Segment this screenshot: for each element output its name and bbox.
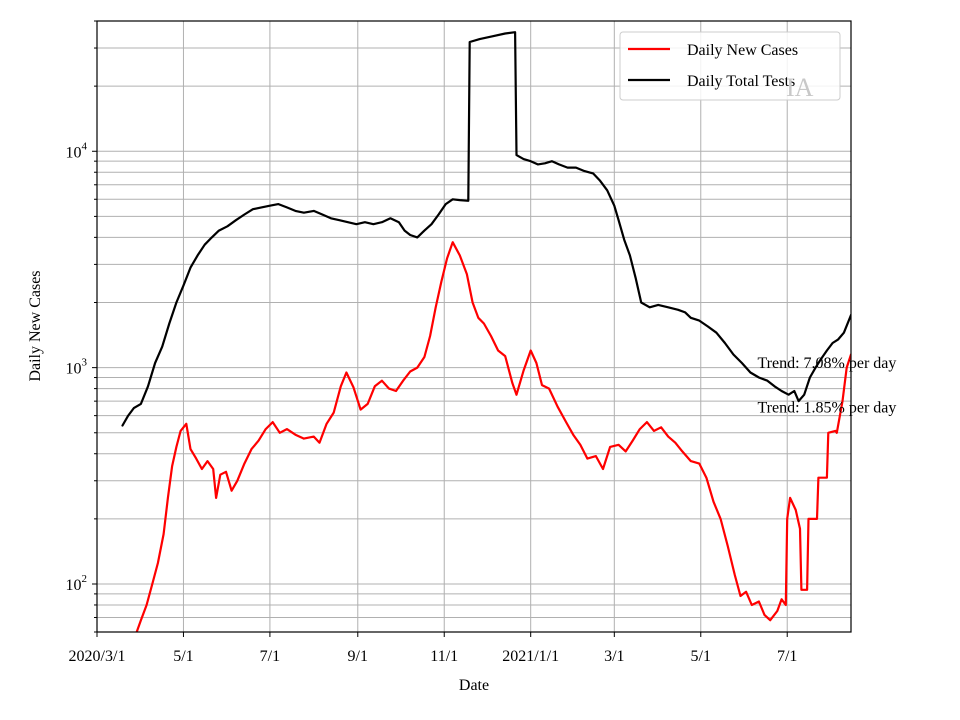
series-line-daily-total-tests bbox=[121, 31, 851, 427]
x-axis-label: Date bbox=[459, 677, 489, 694]
x-tick-label: 2021/1/1 bbox=[502, 648, 559, 665]
series-layer bbox=[121, 31, 851, 632]
plot-frame bbox=[96, 20, 852, 633]
trend-annotation: Trend: 7.08% per day bbox=[757, 355, 896, 372]
x-tick-label: 7/1 bbox=[777, 648, 797, 665]
x-tick-label: 11/1 bbox=[430, 648, 458, 665]
annotation-layer: Trend: 7.08% per day Trend: 1.85% per day bbox=[757, 355, 896, 417]
x-tick-label: 9/1 bbox=[348, 648, 368, 665]
x-tick-label: 2020/3/1 bbox=[69, 648, 126, 665]
y-axis-label: Daily New Cases bbox=[27, 270, 44, 381]
grid-layer bbox=[96, 20, 851, 633]
trend-annotation: Trend: 1.85% per day bbox=[757, 400, 896, 417]
legend-box bbox=[619, 31, 841, 101]
y-tick-label: 103 bbox=[66, 357, 88, 378]
legend-label-daily-new-cases: Daily New Cases bbox=[687, 42, 798, 59]
y-tick-label: 104 bbox=[66, 140, 88, 161]
legend-label-daily-total-tests: Daily Total Tests bbox=[687, 73, 795, 90]
series-line-daily-new-cases bbox=[135, 241, 851, 632]
y-tick-label: 102 bbox=[66, 573, 88, 594]
x-tick-label: 3/1 bbox=[604, 648, 624, 665]
x-tick-label: 7/1 bbox=[260, 648, 280, 665]
tick-layer: 2020/3/1 5/1 7/1 9/1 11/1 2021/1/1 3/1 5/1 7/1 10… bbox=[66, 20, 797, 665]
watermark: IA bbox=[786, 73, 814, 102]
legend: Daily New Cases Daily Total Tests bbox=[619, 31, 841, 101]
x-tick-label: 5/1 bbox=[691, 648, 711, 665]
x-tick-label: 5/1 bbox=[173, 648, 193, 665]
